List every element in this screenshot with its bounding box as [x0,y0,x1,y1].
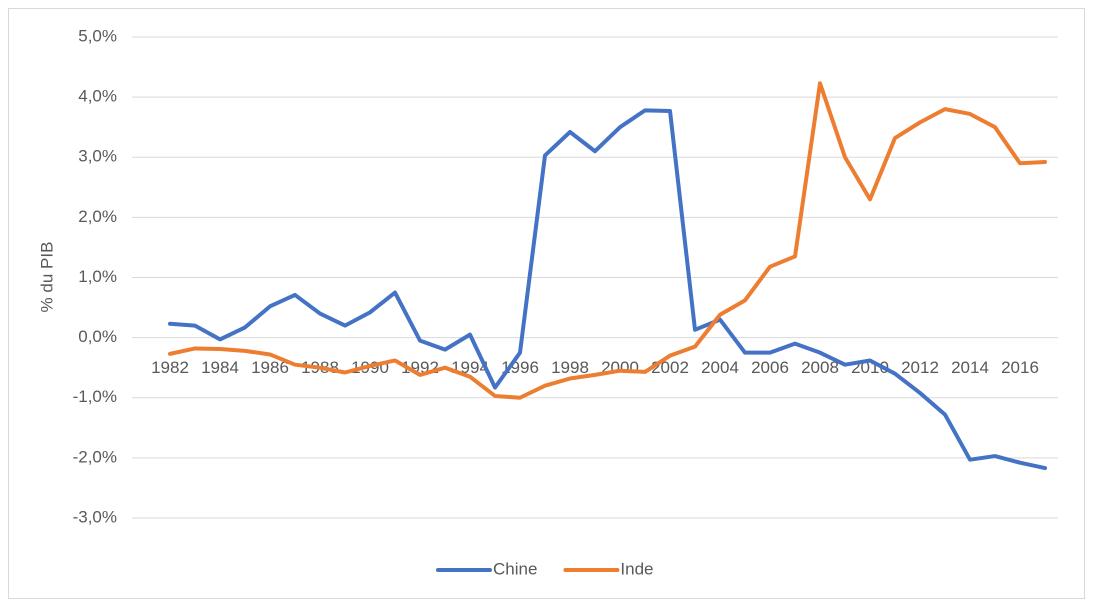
x-tick-label: 1982 [151,358,189,377]
x-tick-label: 2002 [651,358,689,377]
legend-label: Chine [493,559,537,578]
legend-label: Inde [620,559,653,578]
y-tick-label: -3,0% [73,507,117,526]
x-tick-label: 2012 [901,358,939,377]
x-tick-label: 1984 [201,358,239,377]
y-tick-label: -1,0% [73,387,117,406]
y-tick-label: 4,0% [78,87,117,106]
y-tick-label: 3,0% [78,147,117,166]
chart-border [8,8,1085,599]
x-tick-label: 2004 [701,358,739,377]
x-tick-label: 1986 [251,358,289,377]
x-tick-label: 2016 [1001,358,1039,377]
x-tick-label: 2014 [951,358,989,377]
y-tick-label: 0,0% [78,327,117,346]
series-line [168,108,1047,471]
y-tick-label: 1,0% [78,267,117,286]
y-tick-label: 5,0% [78,26,117,45]
y-tick-label: 2,0% [78,207,117,226]
x-tick-label: 2006 [751,358,789,377]
y-axis-label: % du PIB [37,242,56,313]
y-tick-label: -2,0% [73,447,117,466]
x-tick-label: 1998 [551,358,589,377]
x-tick-label: 2008 [801,358,839,377]
series-line [168,81,1047,400]
